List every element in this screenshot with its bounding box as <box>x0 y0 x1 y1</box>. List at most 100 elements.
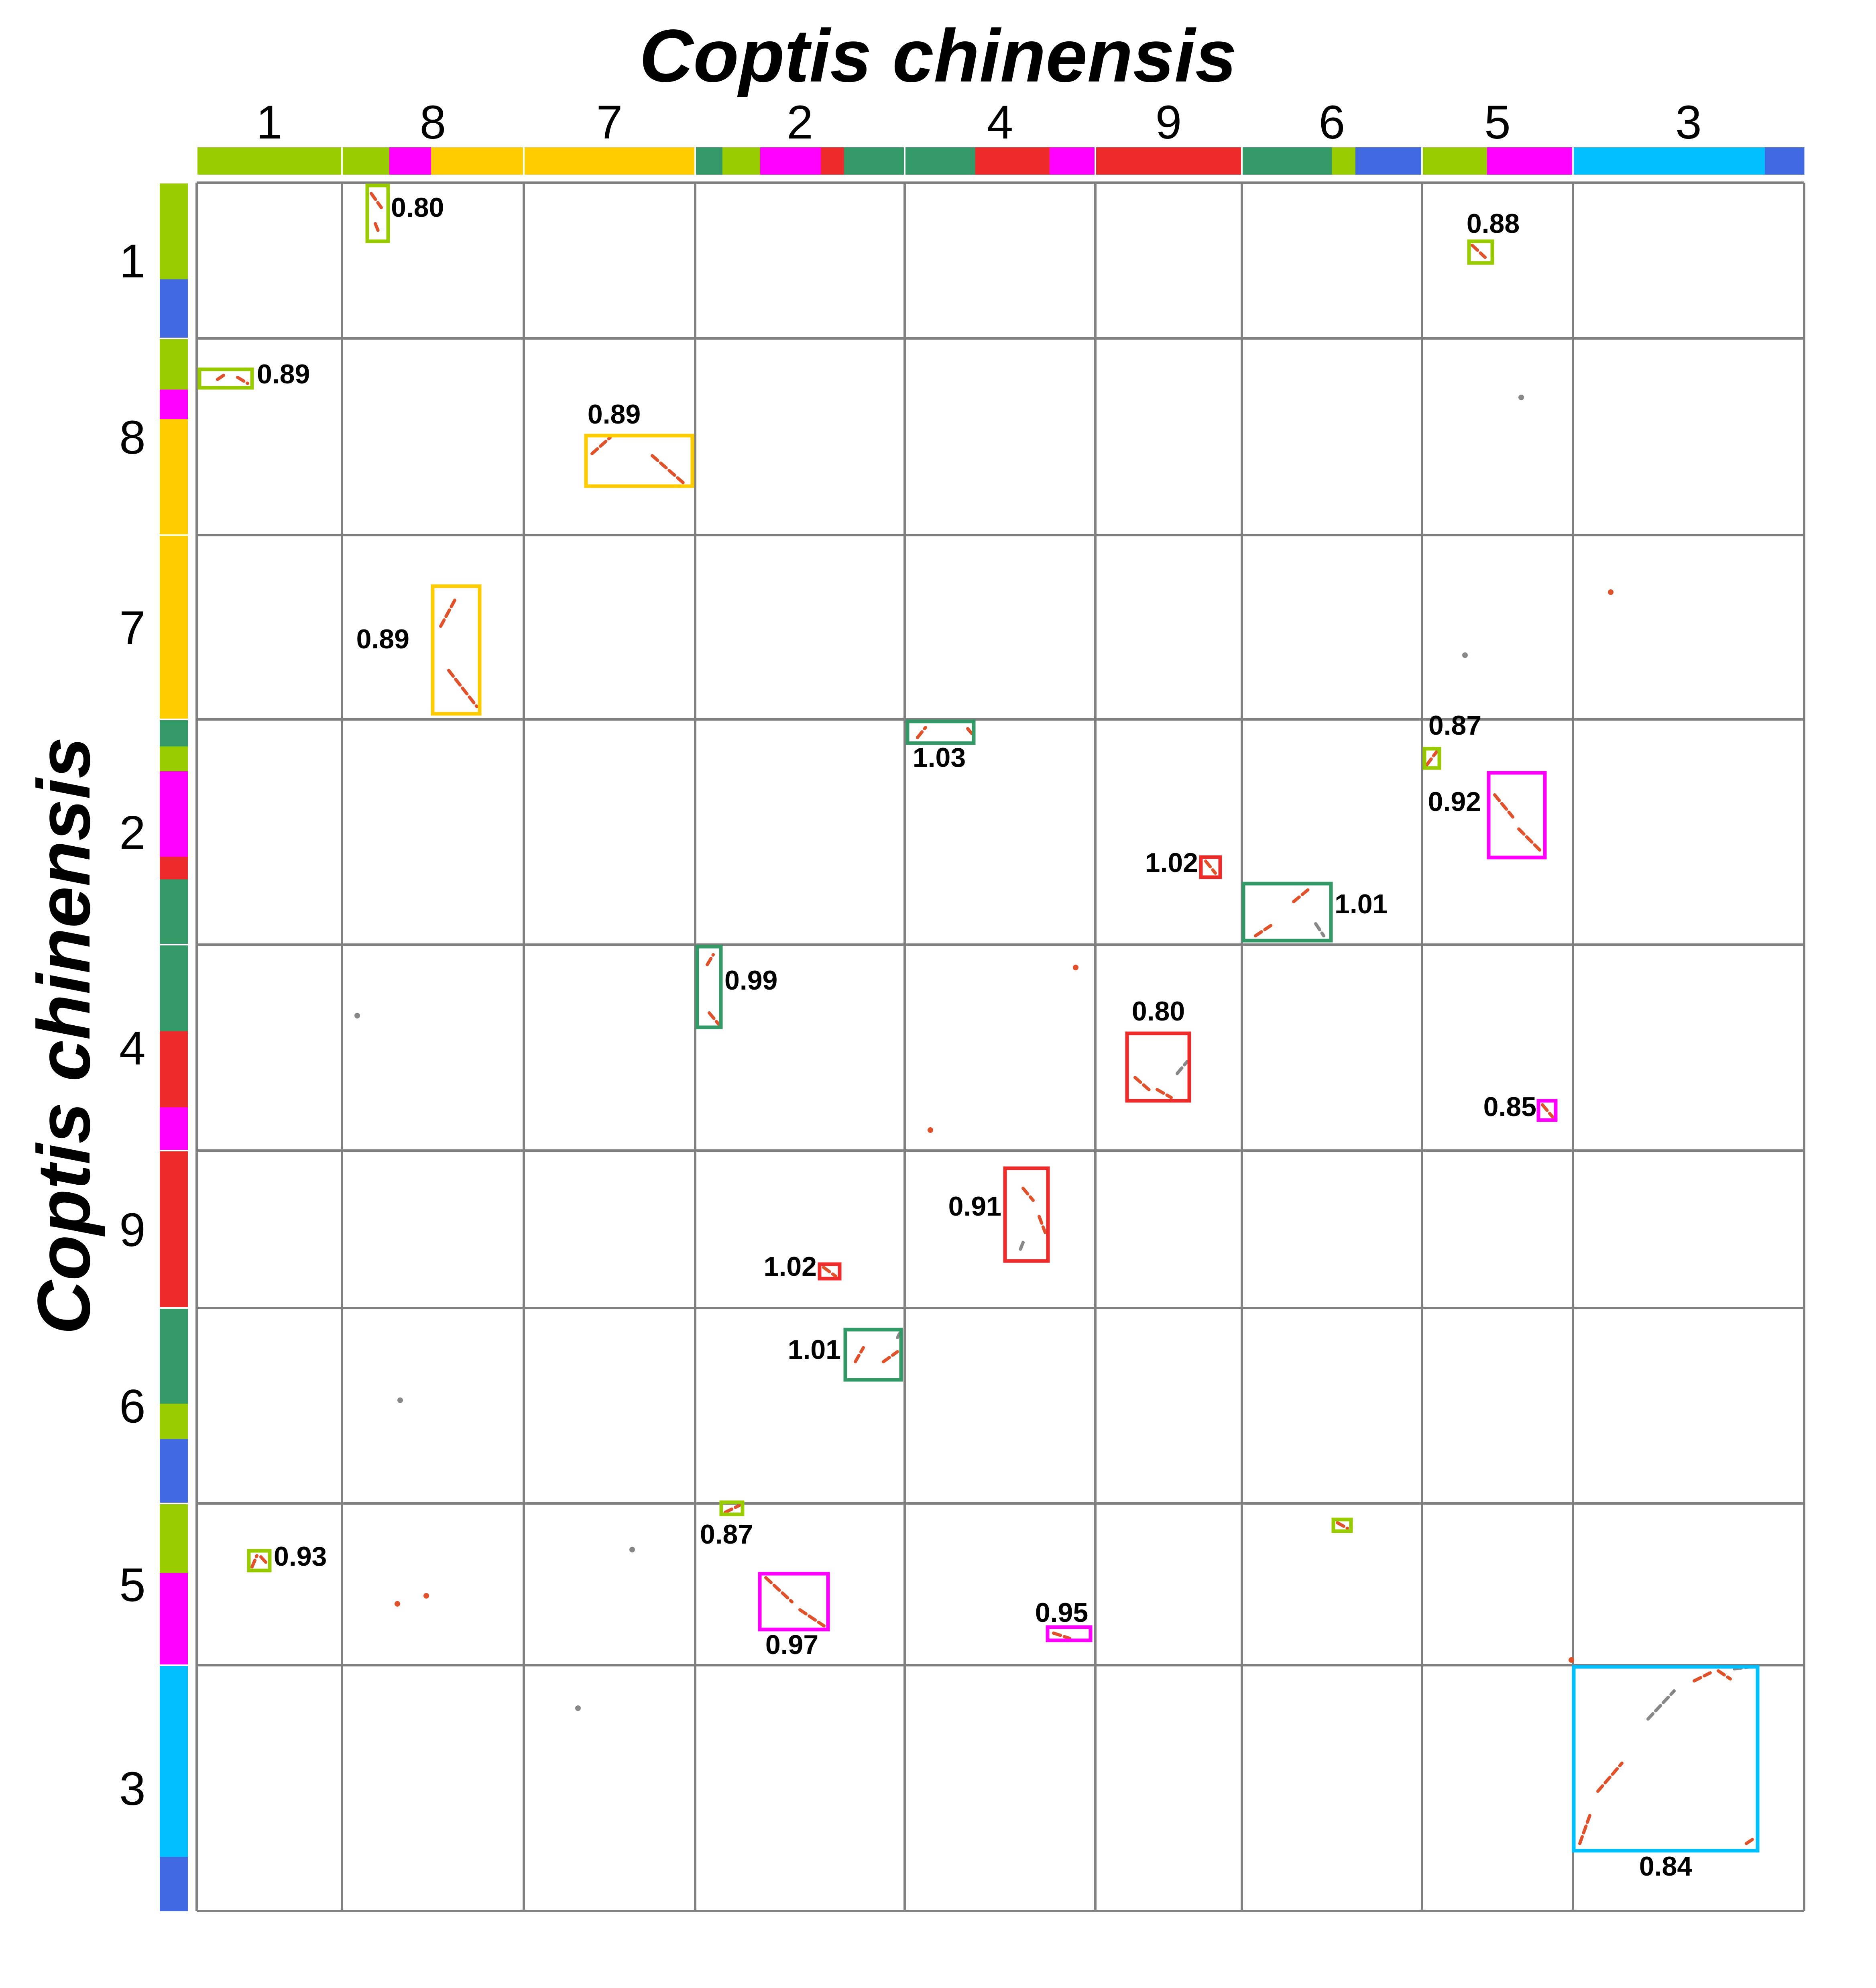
top-bar-segment <box>975 147 1050 175</box>
synteny-dot-run <box>916 726 927 739</box>
left-bar-segment <box>160 857 188 880</box>
synteny-block-box <box>905 719 976 745</box>
ks-value-label: 0.89 <box>257 359 310 389</box>
left-bar-segment <box>160 1857 188 1911</box>
synteny-block-box <box>197 367 254 390</box>
synteny-dot-run <box>1517 827 1542 853</box>
synteny-block-box <box>1467 239 1494 265</box>
top-chromosome-label: 3 <box>1675 96 1702 149</box>
left-bar-segment <box>160 746 188 772</box>
synteny-dot <box>1569 1657 1574 1663</box>
ks-value-label: 0.92 <box>1428 786 1481 817</box>
ks-value-label: 1.02 <box>1145 847 1198 878</box>
synteny-block-box <box>1422 747 1441 770</box>
synteny-dot-run <box>447 669 478 708</box>
synteny-block-box <box>695 945 723 1029</box>
synteny-dot-run <box>1176 1060 1189 1075</box>
synteny-dot-run <box>1017 1241 1025 1254</box>
left-bar-segment <box>160 389 188 420</box>
synteny-dot-run <box>1717 1669 1732 1680</box>
synteny-dot <box>1462 652 1468 658</box>
top-bar-segment <box>1765 147 1805 175</box>
top-chromosome-label: 6 <box>1319 96 1345 149</box>
ks-value-label: 1.02 <box>764 1251 817 1282</box>
synteny-dot-run <box>216 374 225 381</box>
top-bar-segment <box>1242 147 1332 175</box>
top-chromosome-bar <box>196 147 1805 175</box>
synteny-dot-run <box>1541 1103 1554 1118</box>
synteny-dot <box>629 1547 635 1552</box>
left-bar-segment <box>160 1403 188 1439</box>
left-chromosome-label: 6 <box>119 1380 146 1433</box>
synteny-block-box <box>1003 1166 1050 1263</box>
top-bar-segment <box>197 147 342 175</box>
top-bar-segment <box>1050 147 1096 175</box>
top-chromosome-label: 7 <box>596 96 623 149</box>
left-bar-segment <box>160 1151 188 1308</box>
synteny-block-box <box>1572 1665 1760 1853</box>
left-bar-segment <box>160 279 188 339</box>
top-bar-segment <box>760 147 821 175</box>
synteny-block-box <box>843 1328 903 1382</box>
top-bar-segment <box>389 147 431 175</box>
ks-value-label: 0.91 <box>948 1191 1001 1222</box>
synteny-block-box <box>1487 771 1547 860</box>
synteny-dot-run <box>1336 1521 1349 1530</box>
synteny-dot-run <box>724 1504 741 1514</box>
left-chromosome-label: 2 <box>119 807 146 860</box>
top-bar-segment <box>844 147 905 175</box>
synteny-dot <box>1518 395 1524 400</box>
top-bar-segment <box>1095 147 1242 175</box>
synteny-blocks: 0.80 0.88 0.89 0.89 0.89 1.03 0.87 0.92 1.02 1.01… <box>197 183 1760 1882</box>
left-bar-segment <box>160 1573 188 1666</box>
left-bar-segment <box>160 338 188 390</box>
top-chromosome-label: 8 <box>420 96 446 149</box>
synteny-dot-run <box>1745 1838 1754 1845</box>
synteny-block-box <box>1536 1099 1558 1122</box>
left-chromosome-label: 9 <box>119 1204 146 1257</box>
top-chromosome-label: 4 <box>987 96 1013 149</box>
ks-value-label: 1.01 <box>788 1334 841 1365</box>
synteny-dot <box>575 1705 581 1711</box>
synteny-dot-run <box>1052 1632 1071 1640</box>
top-bar-segment <box>905 147 976 175</box>
ks-value-label: 0.80 <box>1132 996 1185 1027</box>
synteny-dot-run <box>854 1346 865 1363</box>
ks-value-label: 0.87 <box>1428 710 1481 741</box>
chromosome-labels: 1 1 8 8 7 7 2 2 4 4 9 9 6 6 5 5 3 3 <box>119 96 1702 1815</box>
top-bar-segment <box>342 147 390 175</box>
synteny-dot-run <box>1038 1215 1047 1234</box>
synteny-block-box <box>1125 1031 1191 1103</box>
left-bar-segment <box>160 1308 188 1404</box>
top-chromosome-label: 2 <box>787 96 813 149</box>
synteny-dots <box>216 192 1754 1845</box>
synteny-dot-run <box>1156 1088 1173 1099</box>
ks-value-label: 1.03 <box>913 742 966 773</box>
synteny-dot-run <box>882 1350 899 1363</box>
ks-value-label: 0.93 <box>274 1541 327 1572</box>
synteny-dot-run <box>1646 1689 1676 1721</box>
synteny-dot <box>354 1013 360 1018</box>
synteny-dot-run <box>1425 750 1438 766</box>
synteny-dot-run <box>236 376 249 385</box>
synteny-dot <box>928 1127 933 1133</box>
left-chromosome-label: 7 <box>119 602 146 655</box>
top-bar-segment <box>1422 147 1487 175</box>
left-bar-segment <box>160 879 188 945</box>
left-bar-segment <box>160 1439 188 1504</box>
top-chromosome-label: 5 <box>1484 96 1511 149</box>
synteny-block-box <box>758 1572 830 1632</box>
synteny-block-box <box>719 1500 745 1516</box>
synteny-block-box <box>431 584 482 716</box>
ks-value-label: 0.99 <box>724 965 777 996</box>
ks-value-label: 0.95 <box>1035 1597 1088 1628</box>
ks-value-label: 0.84 <box>1639 1851 1693 1882</box>
left-bar-segment <box>160 1031 188 1108</box>
synteny-dot-run <box>1493 793 1514 819</box>
left-bar-segment <box>160 719 188 747</box>
synteny-dot-run <box>250 1554 258 1568</box>
synteny-dot <box>423 1593 429 1599</box>
ks-value-label: 0.89 <box>588 399 641 430</box>
synteny-dot-run <box>1133 1076 1153 1093</box>
